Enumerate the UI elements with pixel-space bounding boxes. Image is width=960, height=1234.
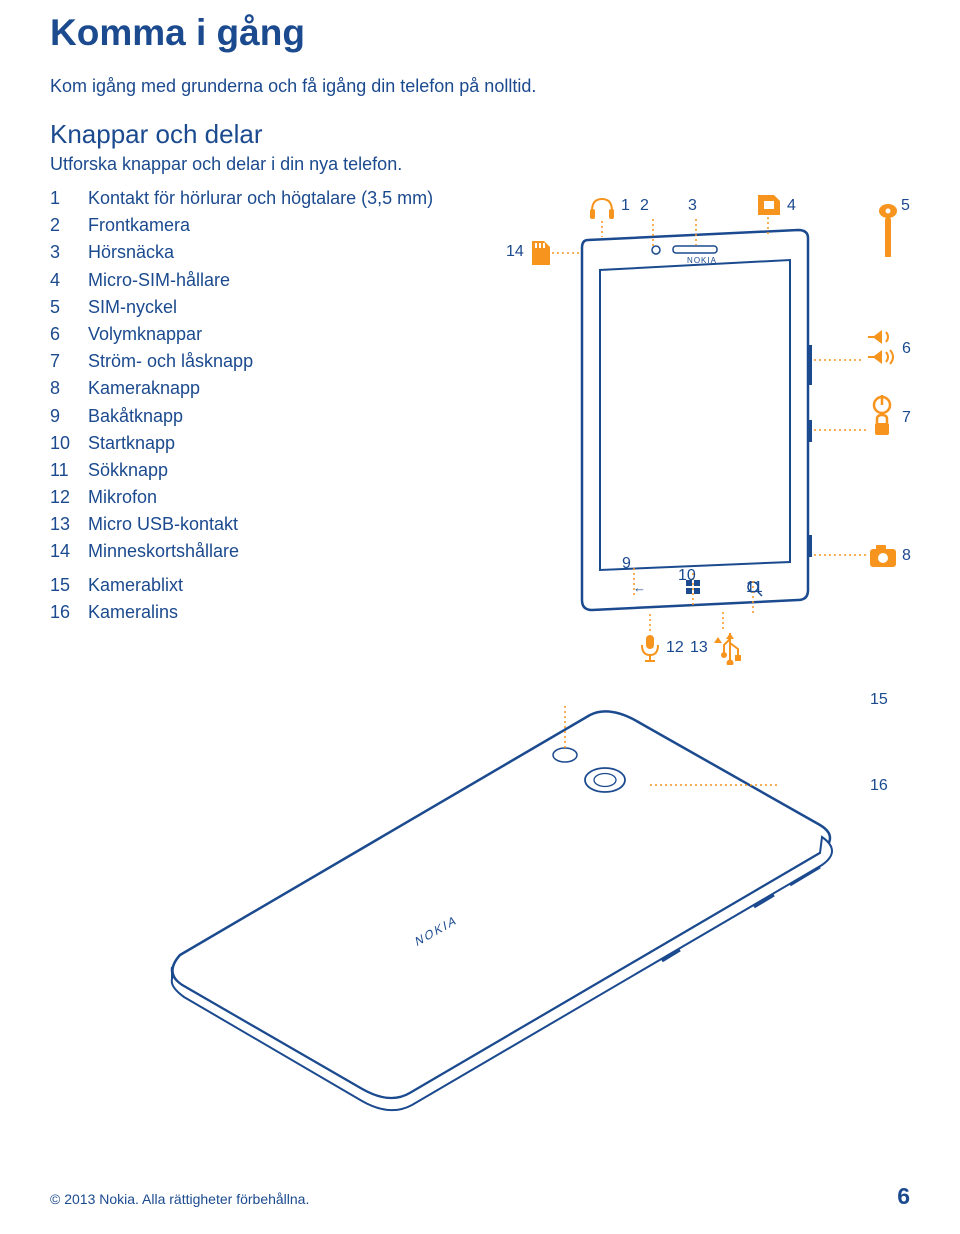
parts-label: Micro USB-kontakt [88, 511, 470, 538]
parts-label: Kamerablixt [88, 572, 470, 599]
parts-row: 8Kameraknapp [50, 375, 470, 402]
parts-number: 11 [50, 457, 88, 484]
parts-row: 5SIM-nyckel [50, 294, 470, 321]
callout-3: 3 [688, 197, 697, 215]
parts-number: 7 [50, 348, 88, 375]
callout-11: 11 [746, 579, 763, 597]
parts-row: 1Kontakt för hörlurar och högtalare (3,5… [50, 185, 470, 212]
callout-15: 15 [870, 691, 888, 709]
parts-number: 16 [50, 599, 88, 626]
section-heading: Knappar och delar [50, 119, 910, 150]
svg-text:←: ← [633, 580, 646, 595]
callout-7: 7 [902, 409, 911, 427]
parts-row: 14Minneskortshållare [50, 538, 470, 565]
parts-label: Micro-SIM-hållare [88, 267, 470, 294]
parts-row: 6Volymknappar [50, 321, 470, 348]
parts-list: 1Kontakt för hörlurar och högtalare (3,5… [50, 185, 470, 665]
intro-text: Kom igång med grunderna och få igång din… [50, 76, 910, 97]
parts-label: Minneskortshållare [88, 538, 470, 565]
section-intro: Utforska knappar och delar i din nya tel… [50, 154, 910, 175]
parts-label: Hörsnäcka [88, 239, 470, 266]
parts-row: 13Micro USB-kontakt [50, 511, 470, 538]
parts-row: 2Frontkamera [50, 212, 470, 239]
parts-row: 11Sökknapp [50, 457, 470, 484]
callout-8: 8 [902, 547, 911, 565]
parts-number: 2 [50, 212, 88, 239]
parts-label: Volymknappar [88, 321, 470, 348]
callout-1: 1 [621, 197, 630, 215]
parts-row: 16Kameralins [50, 599, 470, 626]
parts-label: Frontkamera [88, 212, 470, 239]
parts-label: Ström- och låsknapp [88, 348, 470, 375]
parts-number: 9 [50, 403, 88, 430]
parts-number: 6 [50, 321, 88, 348]
callout-5: 5 [901, 197, 910, 215]
front-diagram: NOKIA ← [488, 185, 910, 665]
callout-2: 2 [640, 197, 649, 215]
parts-number: 3 [50, 239, 88, 266]
parts-label: Mikrofon [88, 484, 470, 511]
parts-row: 15Kamerablixt [50, 572, 470, 599]
page-title: Komma i gång [50, 12, 910, 54]
parts-label: Sökknapp [88, 457, 470, 484]
parts-number: 5 [50, 294, 88, 321]
parts-row: 12Mikrofon [50, 484, 470, 511]
parts-row: 4Micro-SIM-hållare [50, 267, 470, 294]
callout-9: 9 [622, 555, 631, 573]
parts-row: 9Bakåtknapp [50, 403, 470, 430]
parts-label: Startknapp [88, 430, 470, 457]
callout-16: 16 [870, 777, 888, 795]
parts-row: 7Ström- och låsknapp [50, 348, 470, 375]
parts-number: 15 [50, 572, 88, 599]
parts-number: 10 [50, 430, 88, 457]
callout-10: 10 [678, 567, 696, 585]
callout-12: 12 [666, 639, 684, 657]
callout-14: 14 [506, 243, 524, 261]
page-number: 6 [897, 1183, 910, 1210]
callout-13: 13 [690, 639, 708, 657]
parts-number: 12 [50, 484, 88, 511]
parts-number: 13 [50, 511, 88, 538]
back-diagram: NOKIA 15 16 [50, 685, 910, 1125]
copyright-text: © 2013 Nokia. Alla rättigheter förbehåll… [50, 1191, 309, 1207]
parts-number: 1 [50, 185, 88, 212]
parts-number: 4 [50, 267, 88, 294]
parts-row: 3Hörsnäcka [50, 239, 470, 266]
parts-label: Kontakt för hörlurar och högtalare (3,5 … [88, 185, 470, 212]
parts-number: 14 [50, 538, 88, 565]
parts-label: Kameraknapp [88, 375, 470, 402]
parts-number: 8 [50, 375, 88, 402]
callout-6: 6 [902, 340, 911, 358]
parts-row: 10Startknapp [50, 430, 470, 457]
brand-text: NOKIA [687, 256, 717, 265]
callout-4: 4 [787, 197, 796, 215]
parts-label: SIM-nyckel [88, 294, 470, 321]
parts-label: Kameralins [88, 599, 470, 626]
parts-label: Bakåtknapp [88, 403, 470, 430]
